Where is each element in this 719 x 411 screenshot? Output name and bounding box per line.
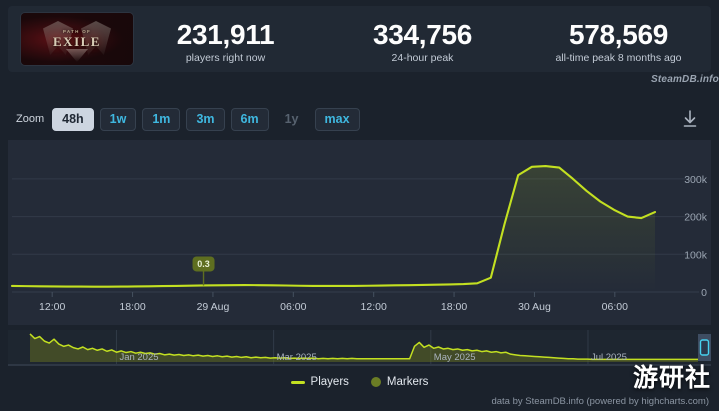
- svg-text:200k: 200k: [684, 212, 708, 224]
- legend-swatch-line-icon: [290, 380, 305, 384]
- svg-text:12:00: 12:00: [39, 301, 65, 313]
- stat-label: 24-hour peak: [391, 52, 454, 64]
- chart-x-axis: 12:00 18:00 29 Aug 06:00 12:00 18:00 30 Aug 06:…: [39, 292, 628, 313]
- chart-markers[interactable]: 0.3: [192, 256, 215, 286]
- zoom-button-48h[interactable]: 48h: [52, 107, 94, 131]
- zoom-button-max[interactable]: max: [314, 107, 360, 131]
- zoom-label: Zoom: [16, 113, 45, 125]
- navigator-area-fill: [30, 333, 698, 362]
- capsule-emblem: PATH OF EXILE: [21, 29, 133, 49]
- download-icon[interactable]: [679, 108, 701, 130]
- navigator-tick-labels: Jan 2025 Mar 2025 May 2025 Jul 2025: [119, 352, 626, 363]
- chart-credit[interactable]: data by SteamDB.info (powered by highcha…: [491, 396, 709, 407]
- svg-text:0: 0: [701, 287, 707, 299]
- svg-text:May 2025: May 2025: [434, 352, 476, 363]
- stat-label: players right now: [185, 52, 266, 64]
- svg-text:Jul 2025: Jul 2025: [591, 352, 627, 363]
- zoom-button-6m[interactable]: 6m: [230, 107, 269, 131]
- series-area-fill: [12, 166, 655, 292]
- stat-value: 578,569: [568, 19, 669, 50]
- svg-text:0.3: 0.3: [197, 259, 210, 269]
- zoom-button-1y: 1y: [284, 112, 299, 126]
- svg-text:18:00: 18:00: [119, 301, 145, 313]
- svg-text:Mar 2025: Mar 2025: [277, 352, 317, 363]
- svg-text:100k: 100k: [684, 249, 708, 261]
- series-line-players: [10, 164, 657, 288]
- svg-text:12:00: 12:00: [361, 301, 387, 313]
- chart-navigator[interactable]: Jan 2025 Mar 2025 May 2025 Jul 2025: [8, 328, 711, 372]
- navigator-handle-right[interactable]: [699, 339, 710, 356]
- svg-text:29 Aug: 29 Aug: [197, 301, 230, 313]
- zoom-button-3m[interactable]: 3m: [186, 107, 225, 131]
- players-chart[interactable]: 0 100k 200k 300k 0.3 12:00 18:00 29 Aug 06:00 1…: [8, 140, 711, 325]
- chart-legend: Players Markers: [0, 376, 719, 388]
- stat-label: all-time peak 8 months ago: [555, 52, 682, 64]
- zoom-toolbar: Zoom 48h 1w 1m 3m 6m 1y max: [8, 100, 711, 138]
- legend-item-players[interactable]: Players: [290, 376, 349, 388]
- chart-y-axis: 0 100k 200k 300k: [684, 174, 708, 299]
- legend-swatch-dot-icon: [370, 377, 381, 387]
- navigator-series-line: [29, 333, 698, 361]
- stat-value: 334,756: [372, 19, 473, 50]
- chart-marker-flag[interactable]: 0.3: [192, 256, 215, 272]
- game-capsule-image[interactable]: PATH OF EXILE: [21, 13, 133, 65]
- stats-panel: PATH OF EXILE 231,911 players right now …: [8, 6, 711, 72]
- steamdb-watermark: SteamDB.info: [651, 74, 719, 85]
- zoom-button-1m[interactable]: 1m: [142, 107, 181, 131]
- stat-players-now: 231,911 players right now: [153, 19, 298, 65]
- legend-item-markers[interactable]: Markers: [370, 376, 429, 388]
- overlay-watermark: 游研社: [632, 363, 711, 392]
- svg-text:06:00: 06:00: [280, 301, 306, 313]
- stat-24h-peak: 334,756 24-hour peak: [345, 19, 500, 65]
- svg-text:300k: 300k: [684, 174, 708, 186]
- svg-text:30 Aug: 30 Aug: [518, 301, 551, 313]
- svg-text:18:00: 18:00: [441, 301, 467, 313]
- legend-label: Markers: [386, 376, 429, 388]
- legend-label: Players: [310, 376, 349, 388]
- capsule-title: EXILE: [53, 34, 101, 49]
- svg-text:Jan 2025: Jan 2025: [119, 352, 158, 363]
- zoom-button-1w[interactable]: 1w: [99, 107, 137, 131]
- stat-all-time-peak: 578,569 all-time peak 8 months ago: [521, 19, 716, 65]
- navigator-bottom-rule: [8, 364, 711, 366]
- navigator-canvas[interactable]: Jan 2025 Mar 2025 May 2025 Jul 2025: [8, 328, 711, 372]
- stat-value: 231,911: [176, 19, 275, 50]
- capsule-spike-icon: [66, 49, 88, 62]
- capsule-subtitle: PATH OF: [62, 29, 92, 34]
- svg-text:06:00: 06:00: [602, 301, 628, 313]
